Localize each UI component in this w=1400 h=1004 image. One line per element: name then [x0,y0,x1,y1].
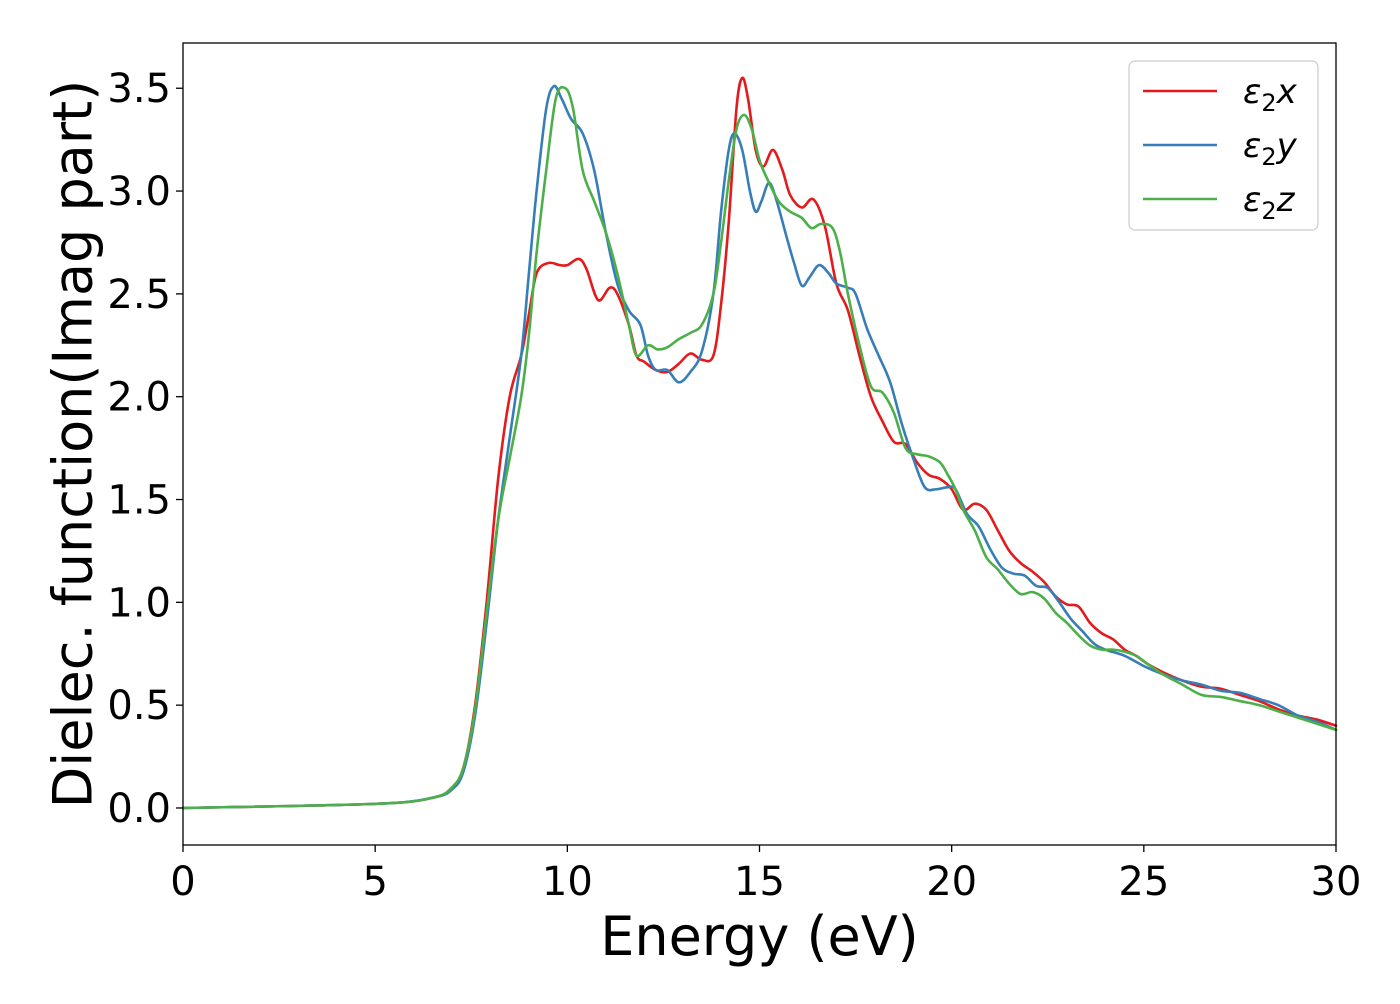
legend-label-y: ε2y [1243,126,1298,171]
x-tick-label: 5 [362,859,387,905]
y-axis-ticks: 0.0 0.5 1.0 1.5 2.0 2.5 3.0 3.5 [107,66,183,832]
x-tick-label: 10 [542,859,593,905]
x-tick-label: 30 [1311,859,1362,905]
legend: ε2x ε2y ε2z [1128,60,1319,231]
y-tick-label: 0.0 [107,786,171,832]
x-tick-label: 20 [926,859,977,905]
x-axis-label: Energy (eV) [600,905,919,968]
x-tick-label: 25 [1118,859,1169,905]
series-layer [181,76,1338,810]
y-tick-label: 2.0 [107,375,171,421]
y-tick-label: 0.5 [107,683,171,729]
legend-label-z: ε2z [1243,180,1296,225]
y-tick-label: 3.0 [107,169,171,215]
y-tick-label: 1.0 [107,580,171,626]
x-tick-label: 0 [170,859,195,905]
y-tick-label: 1.5 [107,478,171,524]
x-tick-label: 15 [734,859,785,905]
series-line-z [181,85,1338,810]
y-axis-label: Dielec. function(Imag part) [42,80,105,809]
series-line-y [181,84,1338,810]
y-tick-label: 3.5 [107,66,171,112]
x-axis-ticks: 0 5 10 15 20 25 30 [170,845,1361,905]
series-line-x [181,76,1338,810]
y-tick-label: 2.5 [107,272,171,318]
legend-label-x: ε2x [1243,72,1298,117]
legend-frame [1128,60,1319,231]
